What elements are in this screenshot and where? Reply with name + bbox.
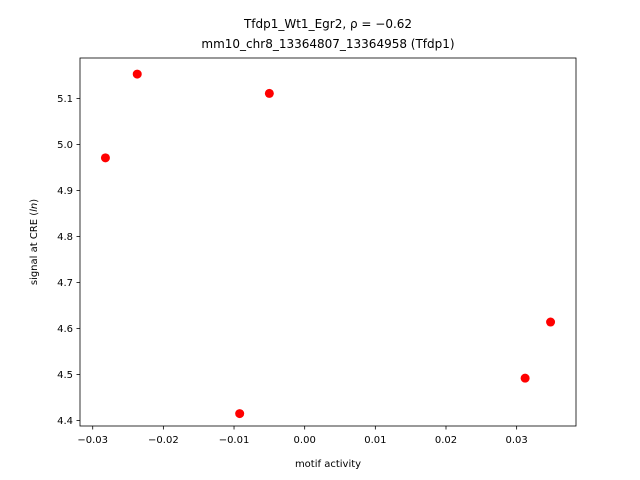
chart-title-line1: Tfdp1_Wt1_Egr2, ρ = −0.62: [243, 17, 412, 31]
x-axis-label: motif activity: [295, 459, 361, 470]
y-axis-label: signal at CRE (ln): [29, 199, 40, 285]
y-tick-label: 4.5: [57, 370, 73, 381]
y-tick-label: 4.9: [57, 186, 73, 197]
x-tick-label: 0.00: [294, 435, 316, 446]
x-tick-label: 0.03: [506, 435, 528, 446]
x-tick-label: 0.02: [435, 435, 457, 446]
y-tick-label: 4.8: [57, 232, 73, 243]
data-point: [546, 317, 556, 327]
y-tick-label: 4.4: [57, 416, 73, 427]
x-tick-label: −0.02: [148, 435, 179, 446]
y-tick-label: 5.0: [57, 140, 73, 151]
y-axis-label-suffix: ): [29, 199, 40, 203]
x-axis-ticks: −0.03 −0.02 −0.01 0.00 0.01 0.02 0.03: [77, 426, 528, 446]
y-axis-label-italic: ln: [29, 203, 40, 212]
data-point: [132, 69, 142, 79]
x-tick-label: −0.01: [219, 435, 250, 446]
y-tick-label: 4.7: [57, 278, 73, 289]
x-tick-label: 0.01: [364, 435, 386, 446]
plot-frame: [79, 57, 577, 427]
data-points: [100, 69, 556, 419]
data-point: [100, 153, 110, 163]
y-axis-ticks: 4.4 4.5 4.6 4.7 4.8 4.9 5.0 5.1: [57, 94, 80, 427]
y-axis-label-prefix: signal at CRE (: [29, 212, 40, 285]
x-tick-label: −0.03: [77, 435, 108, 446]
data-point: [264, 88, 274, 98]
data-point: [235, 409, 245, 419]
y-tick-label: 5.1: [57, 94, 73, 105]
chart-title-line2: mm10_chr8_13364807_13364958 (Tfdp1): [201, 37, 454, 51]
data-point: [520, 373, 530, 383]
y-tick-label: 4.6: [57, 324, 73, 335]
